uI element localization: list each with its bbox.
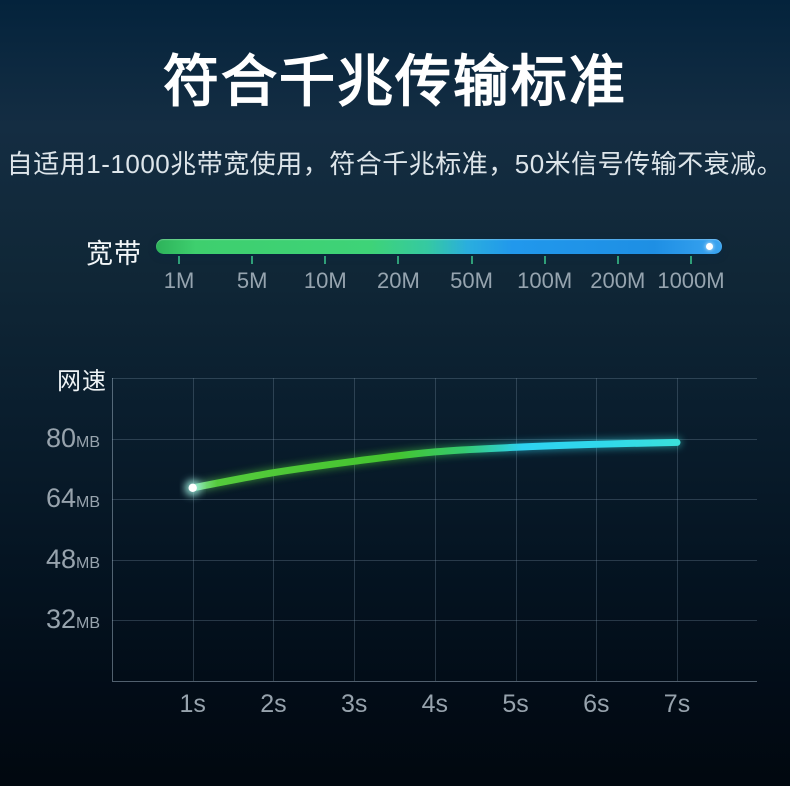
gridline-horizontal (112, 559, 757, 561)
x-axis-line (112, 681, 757, 682)
bandwidth-tick (251, 256, 254, 264)
bandwidth-scale-label: 100M (517, 268, 573, 293)
bar-highlight-dot (706, 243, 713, 250)
gridline-vertical (596, 378, 598, 681)
x-tick-label: 6s (583, 690, 610, 718)
gridline-vertical (515, 378, 517, 681)
gridline-vertical (192, 378, 194, 681)
y-tick-label: 80MB (20, 422, 100, 456)
bandwidth-tick (324, 256, 327, 264)
bandwidth-tick (397, 256, 400, 264)
bandwidth-scale-label: 50M (450, 268, 493, 293)
x-tick-label: 1s (179, 690, 206, 718)
bandwidth-scale-label: 10M (303, 268, 347, 293)
gridline-horizontal (112, 378, 757, 379)
page-title: 符合千兆传输标准 (163, 50, 627, 113)
bandwidth-scale-label: 20M (377, 268, 420, 293)
page-subtitle: 自适用1-1000兆带宽使用，符合千兆标准，50米信号传输不衰减。 (6, 149, 784, 179)
gridline-vertical (354, 378, 356, 681)
x-tick-label: 2s (260, 690, 287, 718)
bandwidth-gradient-bar (156, 239, 722, 254)
y-tick-unit: MB (76, 494, 100, 512)
y-tick-value: 80 (45, 422, 76, 453)
gridline-vertical (273, 378, 275, 681)
bandwidth-scale-label: 5M (236, 268, 268, 293)
bandwidth-tick (616, 256, 619, 264)
y-tick-label: 32MB (20, 606, 100, 637)
x-tick-label: 7s (663, 690, 691, 718)
x-tick-label: 4s (421, 690, 449, 718)
chart-axis-title: 网速 (57, 368, 107, 395)
y-tick-label: 64MB (20, 485, 100, 516)
bandwidth-tick (689, 256, 692, 264)
bandwidth-tick (543, 256, 546, 264)
bandwidth-scale-label: 1M (163, 268, 195, 293)
gridline-horizontal (112, 499, 757, 501)
x-tick-label: 5s (502, 690, 529, 718)
bandwidth-scale-label: 200M (590, 268, 646, 293)
bandwidth-label: 宽带 (86, 239, 142, 269)
y-tick-label: 48MB (20, 543, 100, 577)
y-tick-unit: MB (76, 433, 100, 451)
y-tick-value: 48 (45, 543, 76, 574)
gridline-vertical (677, 378, 678, 681)
bandwidth-tick (470, 256, 473, 264)
x-tick-label: 3s (340, 690, 368, 718)
y-axis-line (112, 378, 113, 681)
y-tick-unit: MB (76, 554, 100, 572)
y-tick-value: 64 (45, 483, 76, 514)
y-tick-unit: MB (76, 615, 100, 633)
bandwidth-tick (178, 256, 180, 264)
bandwidth-scale-label: 1000M (657, 268, 725, 293)
y-tick-value: 32 (45, 604, 76, 635)
gridline-horizontal (112, 620, 757, 622)
gridline-vertical (434, 378, 436, 681)
